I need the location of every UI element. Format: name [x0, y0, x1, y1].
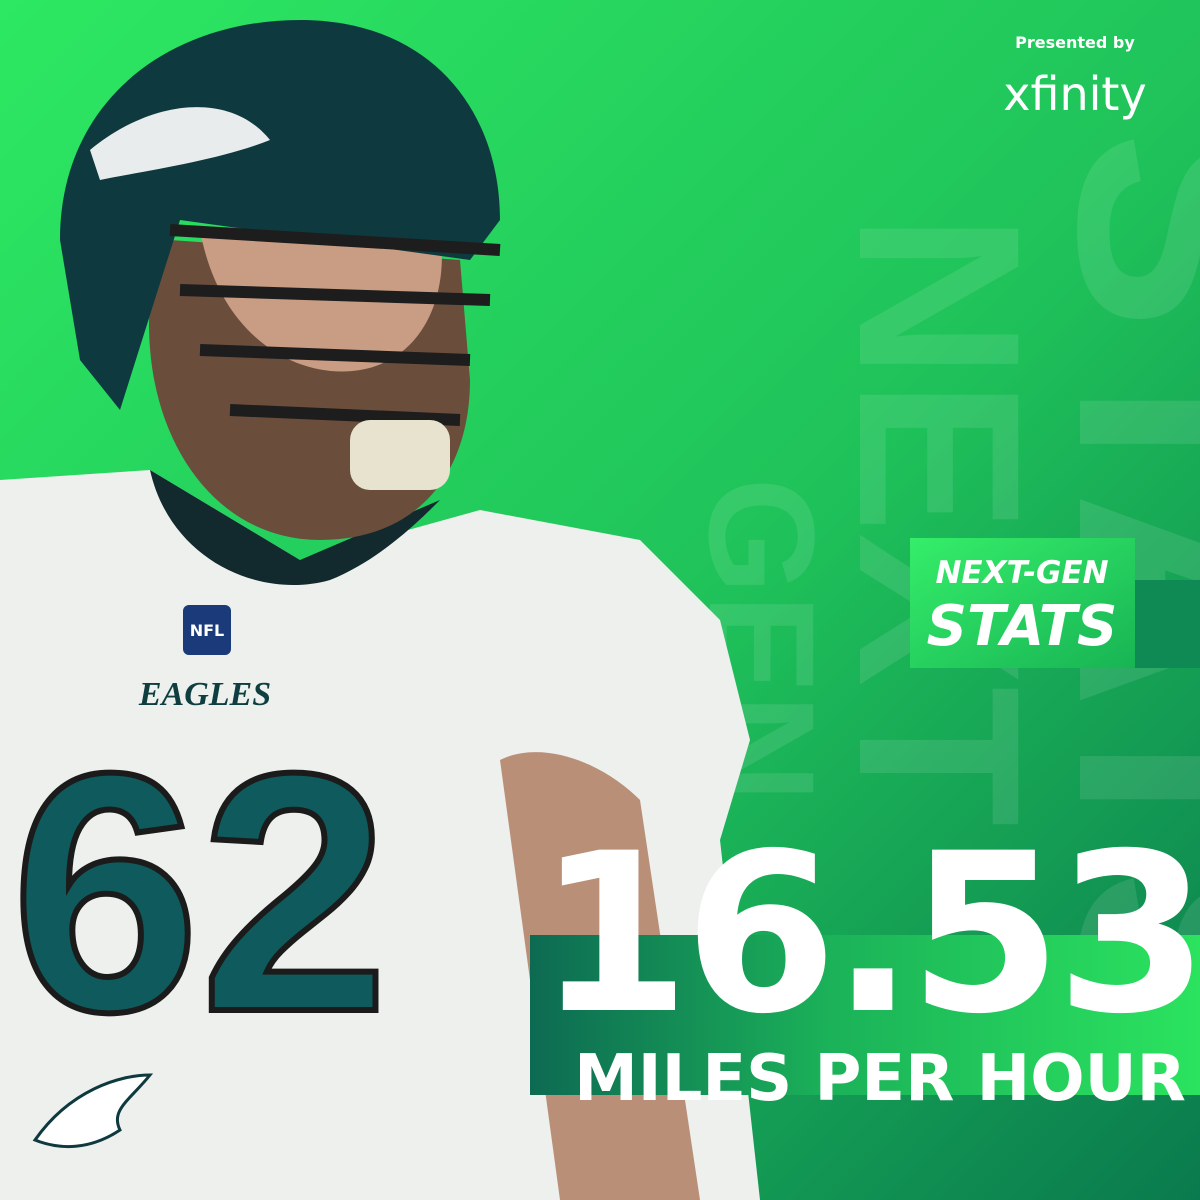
- presented-by: Presented by: [1015, 33, 1135, 52]
- collar: [150, 470, 440, 586]
- watermark: NEXT: [811, 213, 1068, 826]
- nfl-patch: NFL: [190, 621, 225, 640]
- watermark-text: NEXT: [811, 213, 1068, 826]
- stat-unit: MILES PER HOUR: [574, 1042, 1186, 1116]
- nfl-shield: [183, 605, 231, 655]
- face: [200, 230, 442, 372]
- team-logo: [32, 1073, 154, 1149]
- facemask: [169, 224, 501, 426]
- badge-line-2: STATS: [927, 594, 1118, 659]
- badge-accent: [1135, 580, 1200, 668]
- stat-band: [530, 935, 1200, 1095]
- helmet-wing: [90, 107, 270, 180]
- mouthguard: [350, 420, 450, 490]
- jersey-number: 62: [11, 703, 389, 1083]
- badge: [910, 538, 1135, 668]
- sponsor-brand: xfinity: [1003, 67, 1146, 121]
- badge-line-1: NEXT-GEN: [935, 555, 1108, 591]
- stat-value: 16.53: [537, 806, 1200, 1062]
- jersey-text: EAGLES: [138, 676, 271, 713]
